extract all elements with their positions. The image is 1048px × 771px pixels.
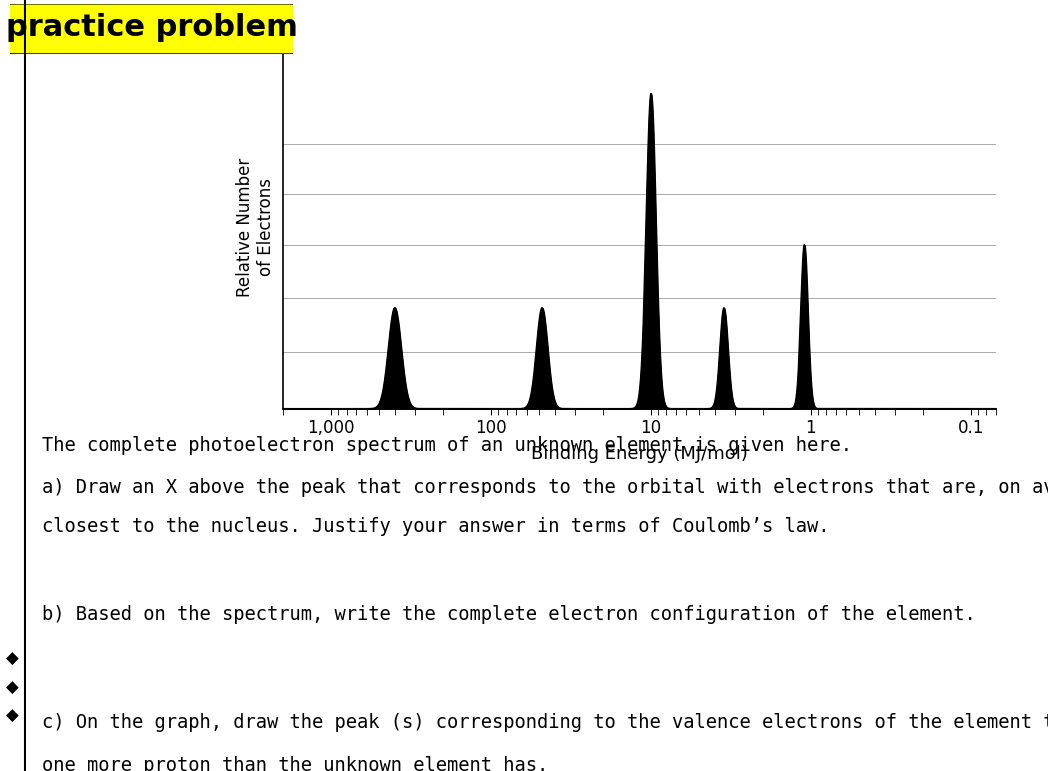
Y-axis label: Relative Number
of Electrons: Relative Number of Electrons [236,158,275,297]
Text: The complete photoelectron spectrum of an unknown element is given here.: The complete photoelectron spectrum of a… [42,436,852,455]
Text: one more proton than the unknown element has.: one more proton than the unknown element… [42,756,548,771]
X-axis label: Binding Energy (MJ/mol): Binding Energy (MJ/mol) [531,446,747,463]
Text: c) On the graph, draw the peak (s) corresponding to the valence electrons of the: c) On the graph, draw the peak (s) corre… [42,713,1048,732]
Text: closest to the nucleus. Justify your answer in terms of Coulomb’s law.: closest to the nucleus. Justify your ans… [42,517,829,536]
Text: ◆: ◆ [6,706,19,725]
Text: ◆: ◆ [6,678,19,697]
Text: practice problem: practice problem [6,13,298,42]
Text: b) Based on the spectrum, write the complete electron configuration of the eleme: b) Based on the spectrum, write the comp… [42,605,976,625]
Text: a) Draw an X above the peak that corresponds to the orbital with electrons that : a) Draw an X above the peak that corresp… [42,478,1048,497]
Text: ◆: ◆ [6,650,19,668]
FancyBboxPatch shape [2,4,302,54]
